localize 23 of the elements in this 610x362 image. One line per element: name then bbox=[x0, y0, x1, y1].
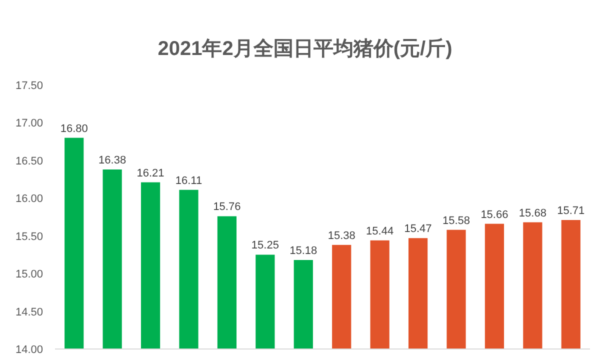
y-tick-label: 15.50 bbox=[15, 230, 43, 243]
y-tick-label: 17.00 bbox=[15, 118, 43, 130]
data-label: 15.44 bbox=[366, 225, 394, 238]
data-label: 15.68 bbox=[518, 207, 546, 220]
y-tick-label: 16.00 bbox=[15, 193, 43, 206]
data-label: 16.21 bbox=[136, 167, 164, 180]
data-label: 15.38 bbox=[328, 230, 356, 242]
y-tick-label: 15.00 bbox=[15, 268, 43, 281]
data-label: 15.66 bbox=[480, 208, 508, 221]
data-label: 16.38 bbox=[98, 154, 126, 166]
y-tick-label: 17.50 bbox=[15, 80, 43, 92]
data-label: 15.18 bbox=[290, 244, 318, 257]
y-tick-label: 14.00 bbox=[15, 344, 43, 356]
data-label: 15.76 bbox=[213, 201, 241, 214]
y-tick-label: 14.50 bbox=[15, 306, 43, 318]
data-label: 16.80 bbox=[60, 122, 88, 135]
data-label: 15.58 bbox=[442, 214, 470, 227]
data-label: 15.47 bbox=[404, 223, 432, 236]
data-label: 16.11 bbox=[175, 174, 202, 187]
data-label: 15.25 bbox=[251, 240, 279, 252]
chart-title: 2021年2月全国日平均猪价(元/斤) bbox=[158, 37, 452, 60]
y-tick-label: 16.50 bbox=[15, 155, 43, 168]
data-label: 15.71 bbox=[557, 205, 585, 218]
